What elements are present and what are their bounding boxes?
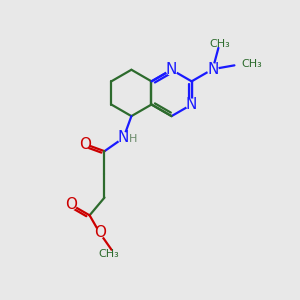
Text: N: N [186,97,197,112]
Text: CH₃: CH₃ [241,59,262,69]
Text: CH₃: CH₃ [99,249,119,259]
Circle shape [95,228,104,238]
Circle shape [118,133,129,143]
Text: O: O [65,197,77,212]
Circle shape [207,64,218,74]
Circle shape [67,200,76,210]
Text: CH₃: CH₃ [209,39,230,49]
Text: N: N [118,130,129,146]
Text: N: N [166,62,177,77]
Text: O: O [79,136,91,152]
Circle shape [186,99,197,110]
Circle shape [166,64,177,75]
Text: O: O [94,226,106,241]
Text: H: H [129,134,137,144]
Circle shape [80,139,90,149]
Text: N: N [207,62,218,77]
